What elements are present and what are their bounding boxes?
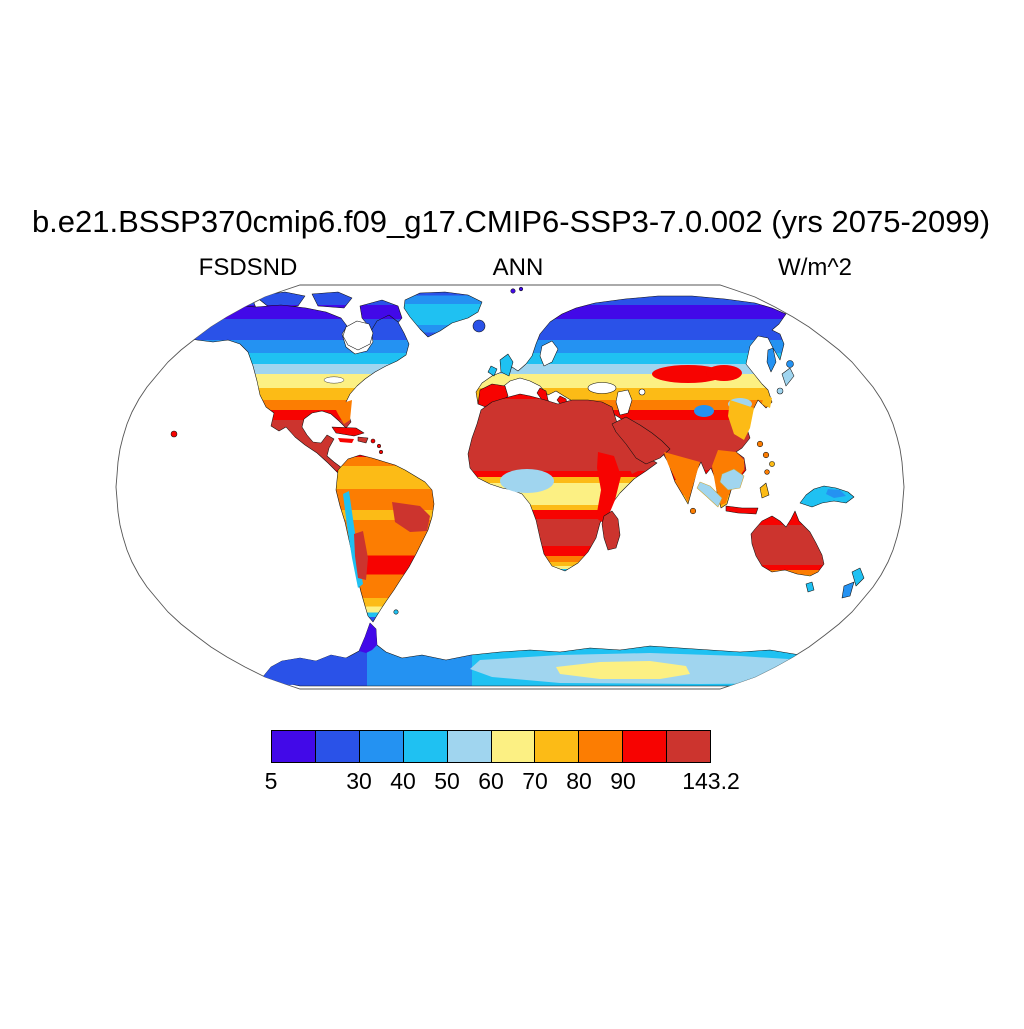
falkland-islands — [393, 609, 399, 615]
tasmania — [805, 581, 815, 593]
colorbar-cell — [447, 731, 492, 762]
colorbar-tick-label: 30 — [346, 768, 372, 794]
east-africa-red-stripe — [596, 452, 621, 524]
east-brazil-darkred-patch — [392, 502, 430, 532]
hawaii — [170, 430, 178, 438]
new-zealand-south — [841, 581, 855, 599]
east-china-amber-patch — [728, 400, 754, 440]
colorbar-cell — [359, 731, 404, 762]
plot-title: b.e21.BSSP370cmip6.f09_g17.CMIP6-SSP3-7.… — [31, 204, 991, 239]
florida-patch — [334, 400, 352, 424]
svalbard — [510, 288, 516, 294]
baltic-sea — [539, 340, 559, 367]
lesser-antilles — [379, 450, 383, 454]
sri-lanka — [689, 507, 697, 515]
honshu-japan — [781, 367, 795, 387]
new-guinea-blue-patch — [826, 489, 846, 498]
kyushu-japan — [776, 387, 784, 395]
new-zealand-north — [851, 567, 865, 587]
antarctica-west-blue — [262, 654, 362, 685]
antarctic-peninsula — [359, 623, 377, 653]
sulawesi — [759, 482, 770, 499]
korea-patch — [762, 394, 772, 408]
tibet-blue-spot — [694, 405, 714, 417]
philippines — [764, 469, 770, 475]
colorbar-cell — [667, 731, 711, 762]
colorbar-tick-label: 5 — [264, 768, 278, 794]
colorbar — [271, 730, 711, 763]
colorbar-tick-label: 40 — [390, 768, 416, 794]
colorbar-tick-label: 50 — [434, 768, 460, 794]
caspian-sea — [615, 389, 633, 416]
colorbar-cell — [491, 731, 536, 762]
congo-basin-patch — [500, 469, 554, 493]
greenland — [403, 291, 483, 338]
north-china-red-patch — [706, 365, 742, 381]
philippines — [769, 461, 775, 467]
colorbar-cell — [272, 731, 316, 762]
hokkaido — [786, 360, 794, 368]
colorbar-tick-label: 70 — [522, 768, 548, 794]
hispaniola — [357, 436, 369, 444]
java — [725, 505, 759, 515]
madagascar — [601, 510, 621, 551]
central-asia-red-patch — [652, 365, 724, 383]
iceland — [472, 319, 486, 333]
great-britain — [499, 353, 514, 377]
argentina-darkred-strip — [354, 531, 368, 580]
colorbar-cell — [579, 731, 624, 762]
colorbar-cell — [623, 731, 668, 762]
colorbar-tick-label: 60 — [478, 768, 504, 794]
black-sea — [587, 382, 617, 394]
colorbar-tick-labels: 5 30 40 50 60 70 80 90 143.2 — [265, 768, 740, 796]
colorbar-tick-label: 90 — [610, 768, 636, 794]
philippines — [762, 451, 770, 459]
sumatra — [696, 481, 723, 508]
india-south-patch — [664, 452, 700, 502]
colorbar-cell — [535, 731, 580, 762]
lesser-antilles — [377, 444, 381, 448]
antarctica-yellow-core — [556, 661, 690, 679]
variable-label: FSDSND — [198, 254, 298, 281]
colorbar-tick-label: 80 — [566, 768, 592, 794]
great-lakes — [323, 376, 345, 384]
sakhalin — [766, 347, 777, 373]
cuba — [331, 426, 365, 437]
svalbard — [518, 286, 524, 292]
horn-of-africa-patch — [624, 446, 652, 474]
cuba-second-strip — [338, 438, 354, 443]
taiwan — [756, 440, 764, 448]
colorbar-cell — [403, 731, 448, 762]
units-label: W/m^2 — [778, 254, 852, 281]
colorbar-tick-label: 143.2 — [682, 768, 740, 794]
aral-sea — [638, 388, 646, 396]
colorbar-cell — [315, 731, 360, 762]
australia — [750, 510, 825, 577]
hudson-bay — [342, 320, 374, 351]
arctic-islands — [311, 291, 353, 309]
puerto-rico — [370, 438, 376, 444]
season-label: ANN — [492, 254, 544, 281]
borneo — [719, 468, 745, 491]
ireland — [487, 365, 498, 377]
